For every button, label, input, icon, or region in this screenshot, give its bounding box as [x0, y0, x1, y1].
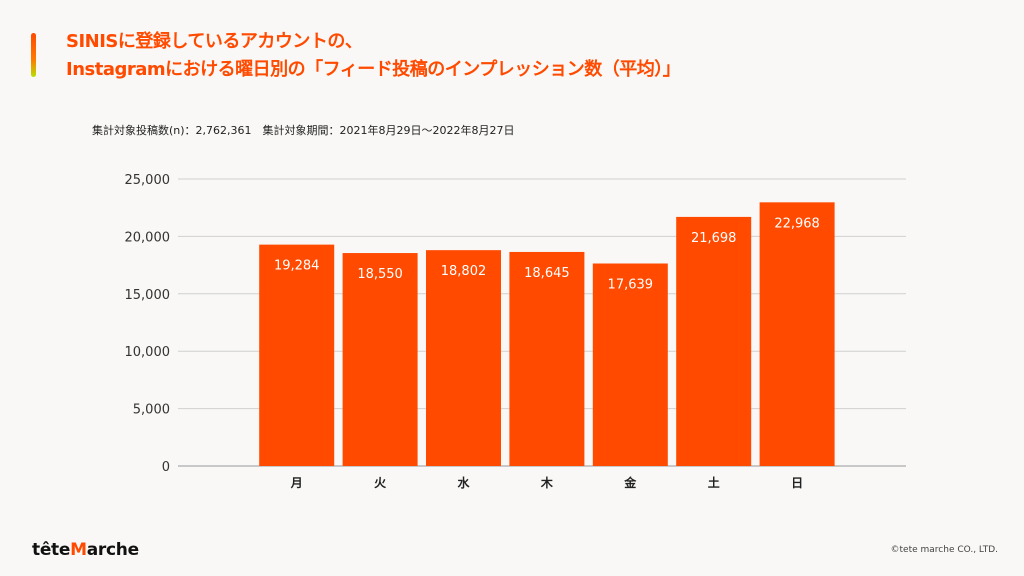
copyright: ©tete marche CO., LTD. [890, 545, 998, 555]
bar [259, 244, 335, 466]
bar [676, 216, 752, 466]
title-line-2: Instagramにおける曜日別の「フィード投稿のインプレッション数（平均）」 [66, 59, 681, 80]
bar [509, 251, 585, 466]
x-tick-label: 水 [457, 475, 470, 490]
title-accent-bar [31, 33, 36, 77]
bar [759, 202, 835, 466]
bar [426, 250, 501, 466]
data-label: 21,698 [691, 231, 737, 246]
y-tick-label: 15,000 [125, 288, 171, 303]
data-label: 18,802 [441, 264, 487, 279]
data-label: 18,645 [524, 266, 570, 281]
y-tick-label: 20,000 [125, 230, 171, 245]
data-label: 18,550 [357, 267, 403, 282]
x-tick-label: 月 [290, 476, 303, 490]
y-tick-label: 0 [162, 460, 170, 475]
chart-subtitle: 集計対象投稿数(n)：2,762,361 集計対象期間：2021年8月29日～2… [92, 124, 515, 137]
x-tick-label: 火 [374, 476, 387, 490]
data-label: 22,968 [774, 216, 820, 231]
y-tick-label: 25,000 [125, 173, 171, 188]
data-label: 17,639 [608, 278, 654, 293]
tetemarche-logo: têteMarche [32, 540, 139, 560]
bar [592, 263, 668, 466]
x-tick-label: 木 [540, 475, 554, 490]
title-line-1: SINISに登録しているアカウントの、 [66, 31, 363, 52]
data-label: 19,284 [274, 259, 320, 274]
x-tick-label: 日 [791, 476, 803, 490]
y-tick-label: 5,000 [133, 403, 170, 418]
page-title: SINISに登録しているアカウントの、 Instagramにおける曜日別の「フィ… [66, 28, 681, 84]
x-tick-label: 金 [623, 475, 637, 490]
bar [342, 253, 418, 466]
y-tick-label: 10,000 [125, 345, 171, 360]
x-tick-label: 土 [708, 475, 720, 490]
